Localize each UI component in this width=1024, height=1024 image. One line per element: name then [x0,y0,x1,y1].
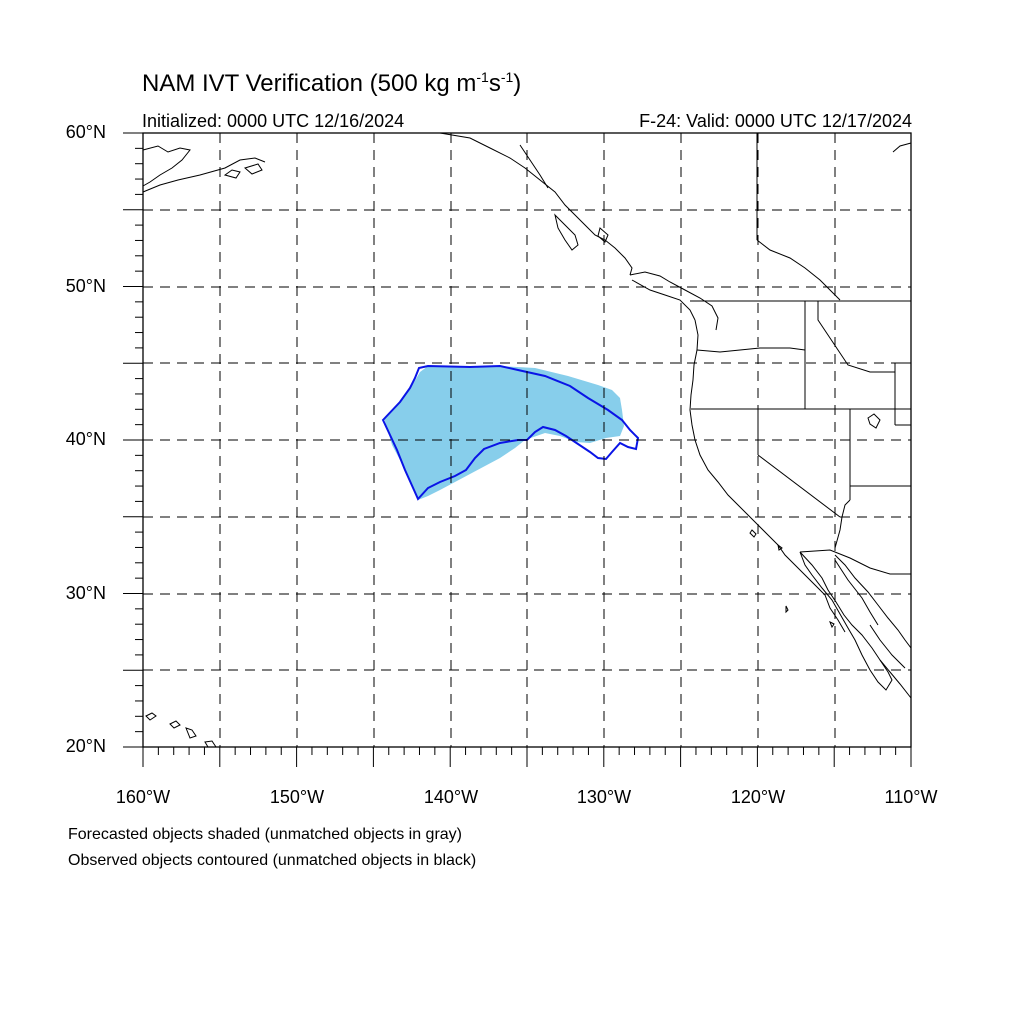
chart-title: NAM IVT Verification (500 kg m-1s-1) [142,69,522,97]
axis-ticks [123,132,912,767]
lon-label-120w: 120°W [730,787,786,807]
coastlines [142,132,912,748]
lat-lon-grid [143,133,911,747]
legend-observed: Observed objects contoured (unmatched ob… [68,852,477,869]
forecast-object [384,366,624,500]
lon-label-110w: 110°W [884,787,938,807]
lat-label-20n: 20°N [65,736,106,756]
lat-label-60n: 60°N [65,122,106,142]
lon-label-130w: 130°W [576,787,632,807]
political-boundaries [690,133,911,669]
lat-label-50n: 50°N [65,276,106,296]
observed-object-contour [381,364,640,501]
lat-label-40n: 40°N [65,429,106,449]
lon-label-150w: 150°W [269,787,325,807]
lon-label-140w: 140°W [423,787,479,807]
valid-time: F-24: Valid: 0000 UTC 12/17/2024 [639,111,912,131]
lat-label-30n: 30°N [65,583,106,603]
lon-label-160w: 160°W [115,787,171,807]
initialized-time: Initialized: 0000 UTC 12/16/2024 [142,111,405,131]
legend-forecast: Forecasted objects shaded (unmatched obj… [68,826,462,843]
